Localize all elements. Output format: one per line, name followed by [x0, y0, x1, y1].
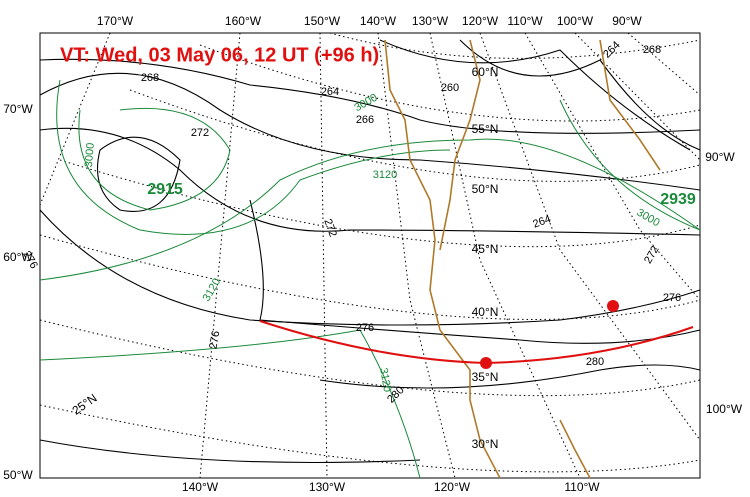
track-point — [480, 357, 492, 369]
lon-label: 70°W — [3, 102, 33, 116]
contour-label: 272 — [191, 127, 209, 139]
lat-label: 55°N — [472, 122, 499, 136]
contour-label: 3120 — [373, 169, 397, 181]
contour-label: 3120 — [377, 367, 393, 393]
contour-label: 3000 — [83, 142, 97, 167]
lat-label: 60°N — [472, 65, 499, 79]
lon-label: 60°W — [3, 250, 33, 264]
contour-label: 268 — [643, 44, 661, 56]
lon-label: 120°W — [434, 480, 471, 494]
track-point — [607, 300, 619, 312]
center-label: 2939 — [660, 191, 696, 208]
lon-label: 100°W — [557, 14, 594, 28]
lon-label: 50°W — [3, 468, 33, 482]
center-label: 2915 — [147, 181, 183, 198]
lon-label: 120°W — [462, 14, 499, 28]
contour-label: 276 — [663, 292, 681, 304]
lon-label: 100°W — [706, 402, 743, 416]
contour-label: 268 — [141, 72, 159, 84]
contour-label: 280 — [586, 356, 604, 368]
title: VT: Wed, 03 May 06, 12 UT (+96 h) — [60, 44, 379, 66]
lon-label: 130°W — [309, 480, 346, 494]
lat-label: 40°N — [472, 305, 499, 319]
lon-label: 140°W — [182, 480, 219, 494]
contour-label: 272 — [321, 217, 339, 238]
lon-label: 140°W — [360, 14, 397, 28]
lon-label: 90°W — [705, 150, 735, 164]
lat-label: 50°N — [472, 182, 499, 196]
lat-label: 35°N — [472, 370, 499, 384]
contour-label: 266 — [356, 114, 374, 126]
contour-label: 276 — [207, 330, 222, 350]
contour-label: 276 — [20, 249, 40, 271]
lon-label: 130°W — [412, 14, 449, 28]
map-frame — [39, 32, 701, 479]
lon-label: 110°W — [564, 480, 600, 494]
lon-label: 160°W — [225, 14, 262, 28]
contour-label: 264 — [531, 213, 552, 231]
lat-label: 45°N — [472, 242, 499, 256]
coastline — [384, 39, 661, 479]
lon-label: 90°W — [612, 14, 642, 28]
lon-label: 170°W — [97, 14, 134, 28]
graticule — [39, 32, 701, 479]
lon-label: 150°W — [304, 14, 341, 28]
thickness-contours — [39, 39, 701, 464]
height-contours — [39, 79, 701, 479]
lat-label: 30°N — [472, 437, 499, 451]
contour-label: 276 — [356, 322, 374, 334]
contour-label: 264 — [321, 86, 339, 98]
lon-label: 110°W — [507, 14, 543, 28]
contour-label: 260 — [441, 82, 459, 94]
